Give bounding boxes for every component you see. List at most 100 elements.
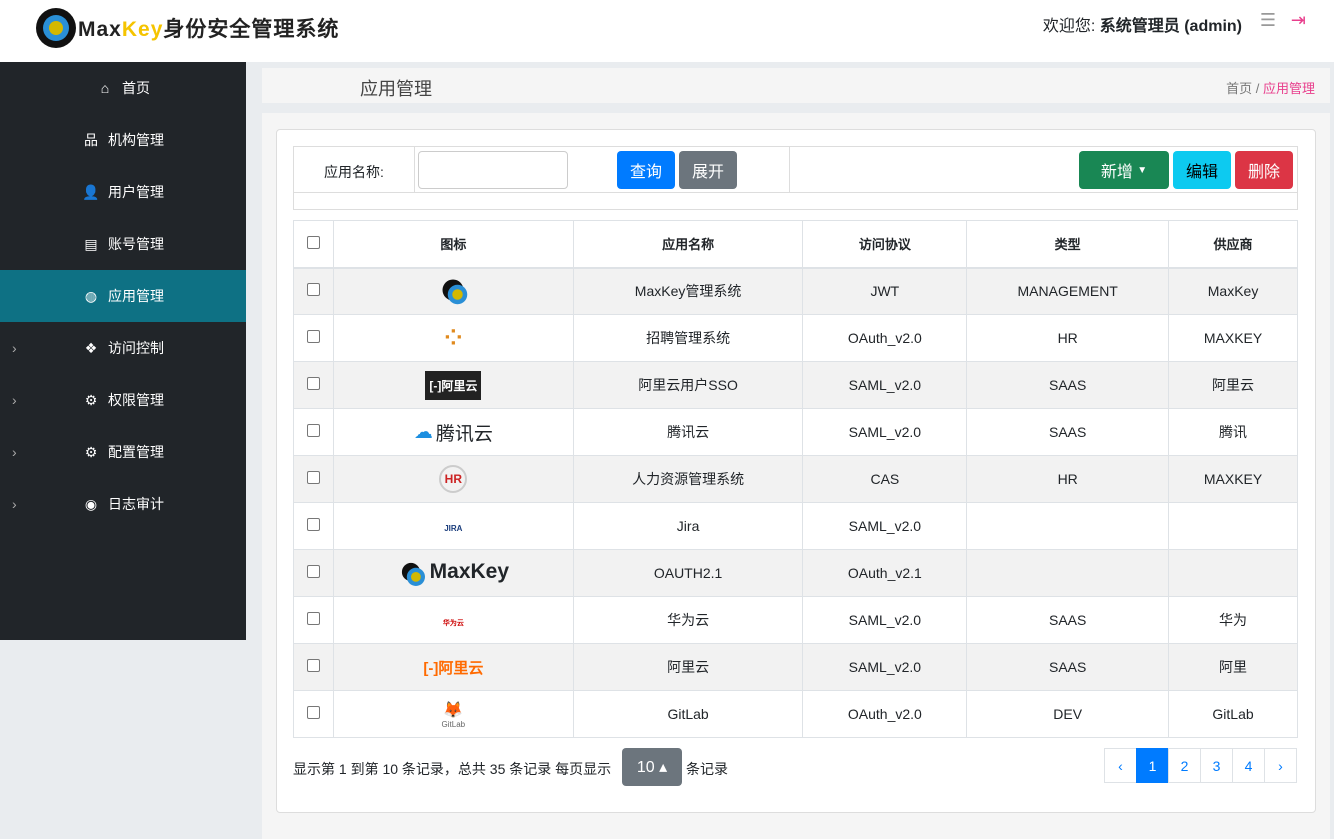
type-cell: SAAS (966, 361, 1170, 409)
breadcrumb-home[interactable]: 首页 (1226, 81, 1253, 96)
app-name-input[interactable] (418, 151, 568, 189)
huawei-logo-icon: 华为云 (442, 620, 464, 627)
delete-button[interactable]: 删除 (1235, 151, 1293, 189)
row-select-cell[interactable] (293, 455, 334, 503)
protocol-cell: OAuth_v2.0 (802, 314, 968, 362)
query-button[interactable]: 查询 (617, 151, 675, 189)
logo: MaxKey身份安全管理系统 (36, 8, 339, 48)
select-all-checkbox[interactable] (306, 235, 320, 249)
table-row[interactable]: ☁ 腾讯云 腾讯云 SAML_v2.0 SAAS 腾讯 (293, 408, 1298, 456)
menu-icon[interactable]: ☰ (1259, 10, 1276, 30)
row-select-cell[interactable] (293, 267, 334, 315)
breadcrumb: 首页 / 应用管理 (1226, 78, 1315, 97)
row-checkbox[interactable] (306, 612, 320, 625)
sidebar-item-7[interactable]: › ⚙ 配置管理 (0, 426, 246, 478)
row-checkbox[interactable] (306, 471, 320, 484)
vendor-cell: 华为 (1168, 596, 1298, 644)
vendor-cell: 腾讯 (1168, 408, 1298, 456)
row-checkbox[interactable] (306, 330, 320, 343)
row-select-cell[interactable] (293, 408, 334, 456)
app-icon-cell: JIRA (332, 502, 574, 550)
expand-button[interactable]: 展开 (679, 151, 737, 189)
welcome-label: 欢迎您: (1042, 18, 1096, 35)
page-4-button[interactable]: 4 (1232, 748, 1265, 783)
sidebar-item-label: 机构管理 (108, 132, 164, 148)
sidebar-item-1[interactable]: 品机构管理 (0, 114, 246, 166)
col-header-name[interactable]: 应用名称 (572, 220, 804, 269)
gitlab-logo-icon: 🦊 GitLab (441, 701, 466, 729)
row-checkbox[interactable] (306, 659, 320, 672)
row-select-cell[interactable] (293, 690, 334, 738)
vendor-cell: MaxKey (1168, 267, 1298, 315)
row-checkbox[interactable] (306, 424, 320, 437)
prev-page-button[interactable]: ‹ (1104, 748, 1137, 783)
row-select-cell[interactable] (293, 502, 334, 550)
row-checkbox[interactable] (306, 283, 320, 297)
add-button[interactable]: 新增 ▼ (1079, 151, 1169, 189)
table-row[interactable]: 🦊 GitLab GitLab OAuth_v2.0 DEV GitLab (293, 690, 1298, 738)
page-2-button[interactable]: 2 (1168, 748, 1201, 783)
app-name-cell: MaxKey管理系统 (572, 267, 804, 315)
maxkey-wide-logo-icon: MaxKey (398, 559, 509, 586)
logout-icon[interactable]: ⇥ (1290, 10, 1306, 30)
type-cell: SAAS (966, 408, 1170, 456)
sidebar-item-8[interactable]: › ◉ 日志审计 (0, 478, 246, 530)
sidebar-item-label: 用户管理 (108, 184, 164, 200)
row-checkbox[interactable] (306, 706, 320, 719)
user-name[interactable]: 系统管理员 (admin) (1099, 18, 1242, 35)
app-name-cell: 阿里云 (572, 643, 804, 691)
row-checkbox[interactable] (306, 377, 320, 390)
sidebar-item-label: 配置管理 (108, 444, 164, 460)
sidebar-item-5[interactable]: › ❖ 访问控制 (0, 322, 246, 374)
page-3-button[interactable]: 3 (1200, 748, 1233, 783)
sidebar-item-6[interactable]: › ⚙ 权限管理 (0, 374, 246, 426)
eye-icon: ◉ (84, 495, 98, 512)
protocol-cell: SAML_v2.0 (802, 596, 968, 644)
col-header-type[interactable]: 类型 (966, 220, 1170, 269)
row-select-cell[interactable] (293, 314, 334, 362)
app-name-cell: 人力资源管理系统 (572, 455, 804, 503)
title-bar: 应用管理 首页 / 应用管理 (262, 68, 1330, 103)
select-all-cell[interactable] (293, 220, 334, 269)
table-row[interactable]: JIRA Jira SAML_v2.0 (293, 502, 1298, 550)
vendor-cell: GitLab (1168, 690, 1298, 738)
edit-button[interactable]: 编辑 (1173, 151, 1231, 189)
table-row[interactable]: MaxKey管理系统 JWT MANAGEMENT MaxKey (293, 267, 1298, 315)
col-header-icon[interactable]: 图标 (332, 220, 574, 269)
page-title: 应用管理 (360, 79, 432, 99)
app-name-cell: OAUTH2.1 (572, 549, 804, 597)
app-icon-cell: 华为云 (332, 596, 574, 644)
row-select-cell[interactable] (293, 361, 334, 409)
col-header-protocol[interactable]: 访问协议 (802, 220, 968, 269)
row-select-cell[interactable] (293, 549, 334, 597)
table-row[interactable]: MaxKey OAUTH2.1 OAuth_v2.1 (293, 549, 1298, 597)
vendor-cell: MAXKEY (1168, 455, 1298, 503)
next-page-button[interactable]: › (1264, 748, 1297, 783)
app-icon-cell: ☁ 腾讯云 (332, 408, 574, 456)
row-select-cell[interactable] (293, 643, 334, 691)
table-row[interactable]: 华为云 华为云 SAML_v2.0 SAAS 华为 (293, 596, 1298, 644)
app-name-label: 应用名称: (324, 164, 384, 180)
row-select-cell[interactable] (293, 596, 334, 644)
search-panel: 应用名称: 查询 展开 新增 ▼ 编辑 删除 (293, 146, 1298, 210)
tencent-cloud-logo-icon: ☁ 腾讯云 (413, 421, 493, 445)
breadcrumb-current: 应用管理 (1262, 81, 1315, 96)
type-cell: MANAGEMENT (966, 267, 1170, 315)
table-row[interactable]: ⁘ 招聘管理系统 OAuth_v2.0 HR MAXKEY (293, 314, 1298, 362)
page-1-button[interactable]: 1 (1136, 748, 1169, 783)
table-row[interactable]: [-]阿里云 阿里云 SAML_v2.0 SAAS 阿里 (293, 643, 1298, 691)
page-size-select[interactable]: 10 ▴ (622, 748, 682, 786)
table-row[interactable]: [-]阿里云 阿里云用户SSO SAML_v2.0 SAAS 阿里云 (293, 361, 1298, 409)
col-header-vendor[interactable]: 供应商 (1168, 220, 1298, 269)
sidebar-item-3[interactable]: ▤ 账号管理 (0, 218, 246, 270)
table-row[interactable]: HR 人力资源管理系统 CAS HR MAXKEY (293, 455, 1298, 503)
app-icon-cell: [-]阿里云 (332, 643, 574, 691)
sidebar-item-2[interactable]: 👤 用户管理 (0, 166, 246, 218)
sidebar-item-4[interactable]: ◍ 应用管理 (0, 270, 246, 322)
apps-table: 图标 应用名称 访问协议 类型 供应商 MaxKey管理系统 JWT MANAG… (293, 220, 1298, 738)
app-icon-cell: HR (332, 455, 574, 503)
row-checkbox[interactable] (306, 518, 320, 531)
row-checkbox[interactable] (306, 565, 320, 578)
chevron-right-icon: › (12, 444, 17, 460)
sidebar-item-0[interactable]: ⌂ 首页 (0, 62, 246, 114)
